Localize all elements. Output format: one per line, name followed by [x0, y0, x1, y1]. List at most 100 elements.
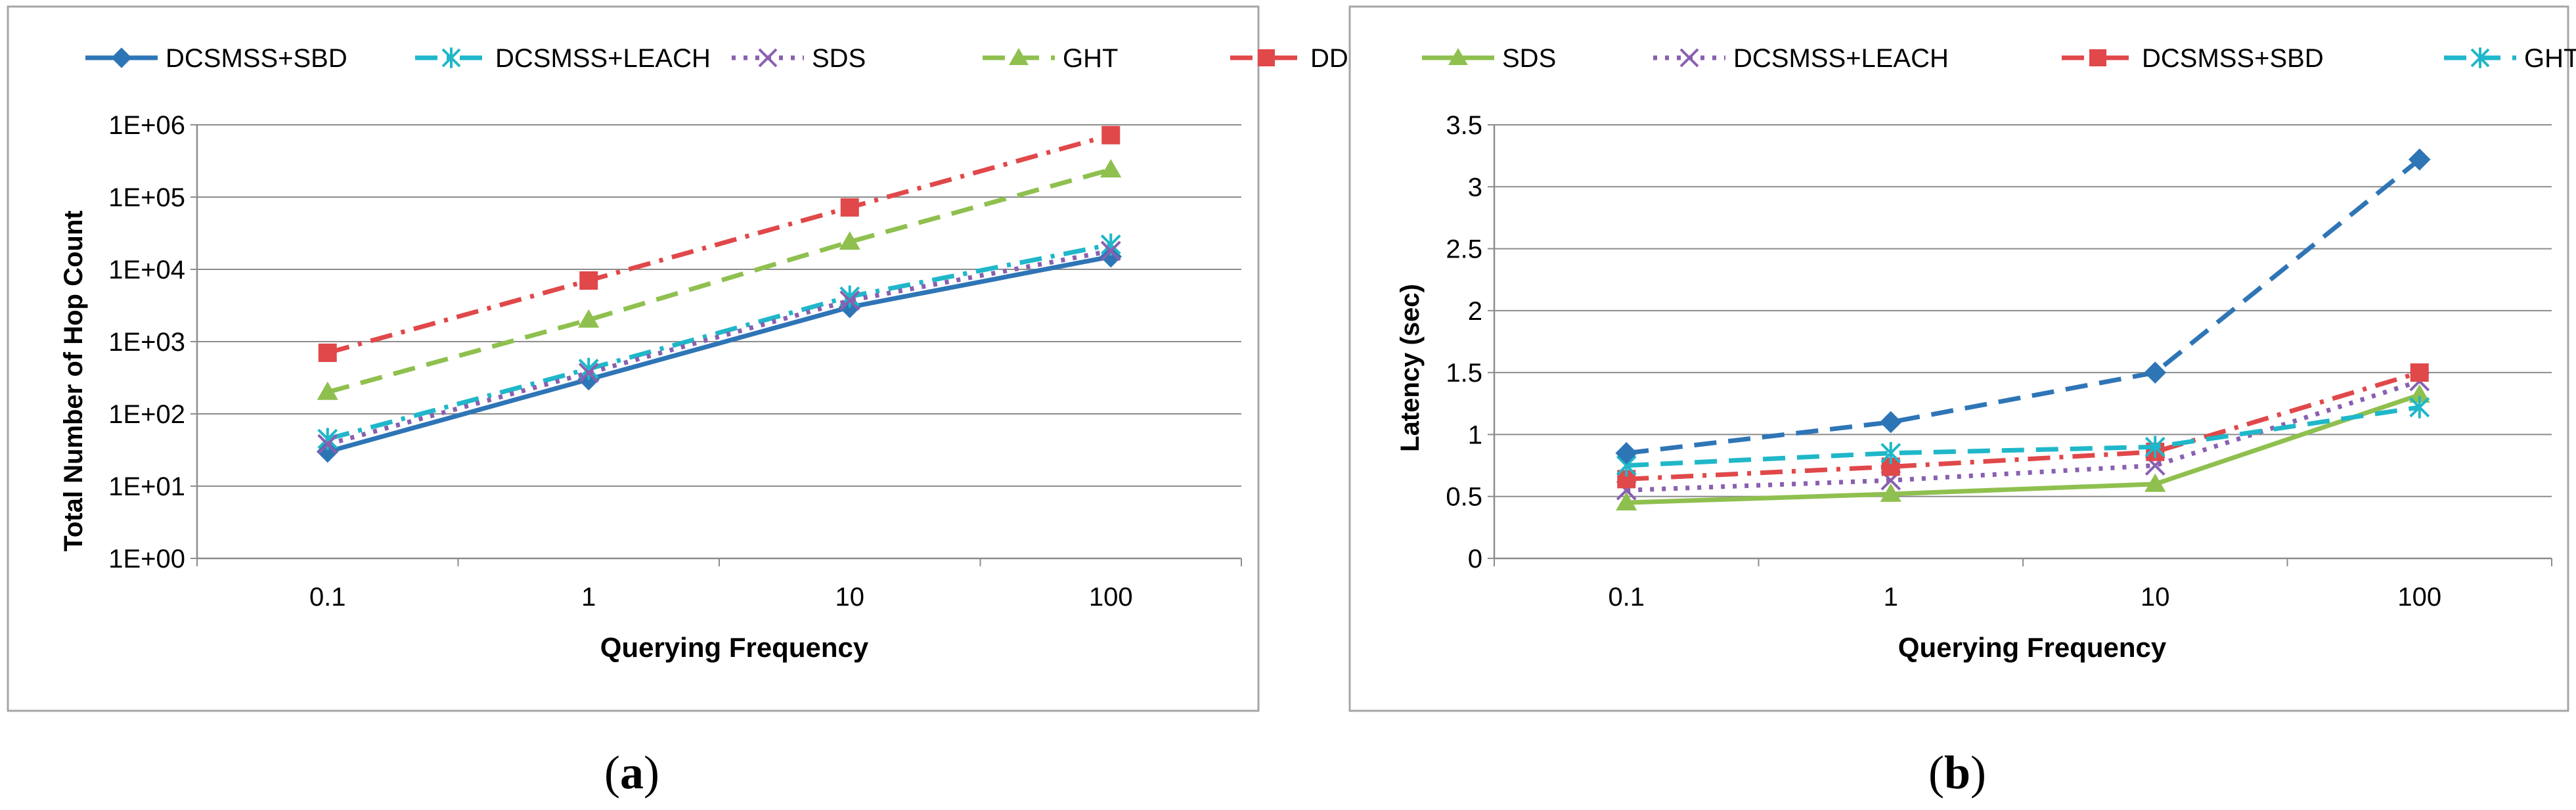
y-tick-label: 3 — [1468, 173, 1482, 202]
caption-paren-open: ( — [1928, 746, 1944, 799]
data-point — [1880, 441, 1901, 464]
x-tick-label: 1 — [1884, 583, 1898, 612]
caption-letter: a — [620, 746, 644, 799]
x-tick-label: 100 — [1089, 583, 1133, 612]
y-axis-title: Latency (sec) — [1396, 284, 1425, 452]
panel-caption-b: (b) — [1928, 746, 1986, 799]
data-point — [318, 344, 337, 363]
legend-marker — [1258, 49, 1275, 66]
data-point — [317, 434, 338, 455]
x-axis-title: Querying Frequency — [1898, 632, 2167, 663]
y-tick-label: 1E+06 — [108, 111, 185, 140]
series-group — [316, 125, 1122, 463]
data-point — [317, 428, 338, 450]
legend-marker — [1448, 48, 1468, 66]
caption-paren-close: ) — [644, 746, 659, 799]
series-line — [326, 248, 1111, 447]
y-tick-label: 1E+02 — [108, 400, 185, 429]
y-tick-label: 2.5 — [1446, 235, 1482, 264]
legend-item: DCSMSS+LEACH — [1653, 44, 1949, 73]
data-point — [2409, 396, 2430, 418]
legend-marker — [1679, 48, 1699, 68]
y-tick-label: 0.5 — [1446, 483, 1482, 512]
x-tick-label: 0.1 — [1608, 583, 1645, 612]
data-point — [578, 309, 600, 328]
panel-caption-a: (a) — [604, 746, 659, 799]
series-line — [326, 254, 1111, 454]
legend-label: DCSMSS+SBD — [166, 44, 347, 73]
data-point — [1879, 411, 1902, 434]
data-point — [579, 271, 598, 290]
x-tick-label: 1 — [581, 583, 596, 612]
legend-marker — [2089, 49, 2106, 66]
data-point — [1100, 240, 1121, 261]
data-point — [1101, 125, 1121, 145]
chart-frame — [1348, 5, 2569, 712]
series-line — [1626, 158, 2421, 456]
chart-panel-a: DCSMSS+SBD DCSMSS+LEACH SDS GHT DD 1E+001E+0… — [7, 5, 1348, 712]
data-point — [840, 198, 859, 217]
legend-item: DCSMSS+LEACH — [415, 44, 711, 73]
y-tick-label: 1.5 — [1446, 359, 1482, 388]
legend-label: DCSMSS+SBD — [2142, 44, 2324, 73]
y-tick-label: 1 — [1468, 420, 1482, 449]
data-point — [2409, 384, 2430, 403]
y-tick-label: 2 — [1468, 297, 1482, 326]
x-tick-label: 0.1 — [309, 583, 346, 612]
series-line — [326, 133, 1112, 355]
data-point — [578, 357, 599, 380]
legend-label: DCSMSS+LEACH — [495, 44, 711, 73]
data-point — [2144, 436, 2165, 459]
y-tick-labels: 1E+00 1E+01 1E+02 1E+03 1E+04 1E+05 1E+06 — [108, 111, 185, 574]
series-line — [1626, 392, 2420, 505]
data-point — [1880, 483, 1901, 502]
y-tick-label: 0 — [1468, 545, 1482, 574]
data-point — [2144, 361, 2167, 384]
caption-paren-open: ( — [604, 746, 620, 799]
y-tick-label: 1E+05 — [108, 183, 185, 212]
data-point — [839, 290, 860, 311]
series-line — [1626, 379, 2420, 493]
y-tick-label: 1E+03 — [108, 328, 185, 357]
x-tick-label: 10 — [835, 583, 865, 612]
legend-marker — [111, 47, 132, 68]
legend-label: GHT — [1063, 44, 1118, 73]
data-point — [1615, 441, 1638, 464]
axes — [1488, 124, 2552, 566]
legend-label: SDS — [1502, 44, 1556, 73]
legend-item: DD — [1230, 44, 1348, 73]
legend-item: GHT — [2444, 44, 2576, 73]
y-tick-labels: 0 0.5 1 1.5 2 2.5 3 3.5 — [1446, 111, 1482, 574]
y-axis-title: Total Number of Hop Count — [59, 210, 88, 551]
data-point — [317, 381, 338, 400]
y-tick-label: 3.5 — [1446, 111, 1482, 140]
data-point — [578, 363, 599, 383]
axes — [190, 124, 1242, 566]
x-tick-label: 10 — [2141, 583, 2170, 612]
legend-item: SDS — [1422, 44, 1556, 73]
y-tick-label: 1E+04 — [108, 256, 185, 284]
series-line — [1626, 405, 2420, 468]
y-tick-label: 1E+01 — [108, 472, 185, 501]
caption-paren-close: ) — [1970, 746, 1986, 799]
legend-item: DCSMSS+SBD — [2062, 44, 2324, 73]
legend-marker — [441, 47, 461, 68]
series-group — [1615, 148, 2431, 511]
y-tick-label: 1E+00 — [108, 545, 185, 574]
legend-marker — [2470, 47, 2490, 68]
data-point — [1099, 245, 1122, 268]
series-line — [326, 242, 1111, 441]
data-point — [1100, 159, 1122, 178]
data-point — [1616, 492, 1637, 511]
legend-item: SDS — [732, 44, 866, 73]
x-tick-label: 100 — [2397, 583, 2441, 612]
legend-marker — [1009, 48, 1029, 66]
data-point — [2410, 363, 2429, 382]
legend-marker — [758, 48, 778, 68]
legend-label: DD — [1310, 44, 1348, 73]
data-point — [2408, 148, 2431, 171]
legend-item: GHT — [983, 44, 1118, 73]
